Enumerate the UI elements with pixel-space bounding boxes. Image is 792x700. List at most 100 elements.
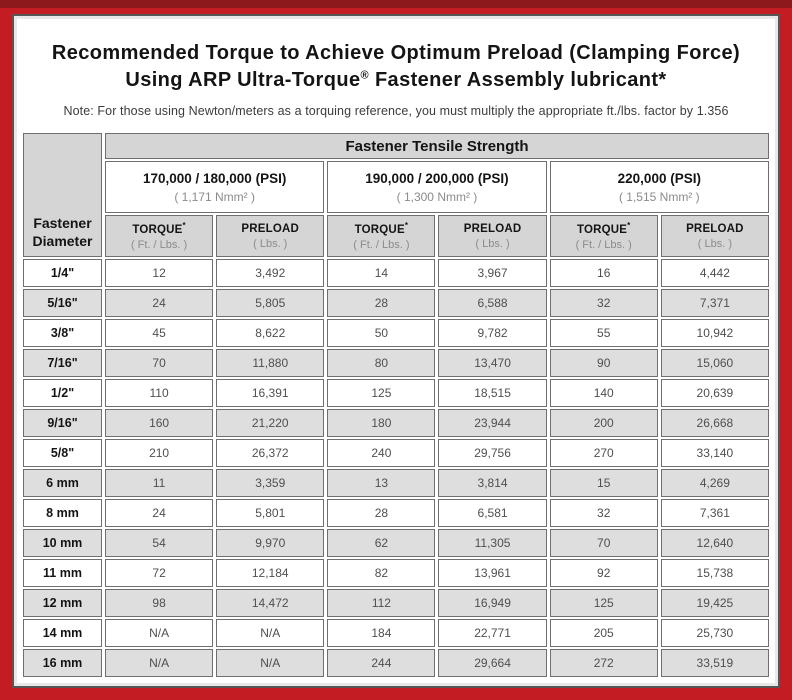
torque-cell: 12 — [105, 259, 214, 287]
preload-cell: 16,391 — [216, 379, 325, 407]
torque-column-header: TORQUE* ( Ft. / Lbs. ) — [105, 215, 214, 257]
torque-cell: 13 — [327, 469, 436, 497]
torque-cell: 125 — [549, 589, 658, 617]
diameter-cell: 7/16" — [23, 349, 102, 377]
preload-unit: ( Lbs. ) — [697, 237, 732, 250]
torque-unit: ( Ft. / Lbs. ) — [130, 238, 188, 251]
preload-cell: 25,730 — [660, 619, 769, 647]
preload-cell: 13,961 — [438, 559, 547, 587]
torque-cell: 90 — [549, 349, 658, 377]
table-body: 1/4" 12 3,492 14 3,967 16 4,442 5/16" 24 5,805 28 6… — [23, 259, 769, 677]
torque-cell: 184 — [327, 619, 436, 647]
torque-cell: 14 — [327, 259, 436, 287]
torque-cell: 80 — [327, 349, 436, 377]
torque-cell: 240 — [327, 439, 436, 467]
torque-cell: 180 — [327, 409, 436, 437]
preload-cell: 3,967 — [438, 259, 547, 287]
diameter-cell: 9/16" — [23, 409, 102, 437]
torque-cell: N/A — [105, 619, 214, 647]
torque-cell: 32 — [549, 499, 658, 527]
preload-cell: 33,140 — [660, 439, 769, 467]
preload-cell: N/A — [216, 649, 325, 677]
preload-cell: 5,801 — [216, 499, 325, 527]
preload-column-header: PRELOAD ( Lbs. ) — [216, 215, 325, 257]
preload-cell: 18,515 — [438, 379, 547, 407]
preload-cell: 21,220 — [216, 409, 325, 437]
preload-cell: 23,944 — [438, 409, 547, 437]
diameter-cell: 8 mm — [23, 499, 102, 527]
psi-group-190-200: 190,000 / 200,000 (PSI) ( 1,300 Nmm² ) — [327, 161, 547, 213]
torque-cell: 28 — [327, 289, 436, 317]
torque-cell: 72 — [105, 559, 214, 587]
top-dark-strip — [0, 0, 792, 8]
preload-label: PRELOAD — [241, 222, 300, 235]
preload-cell: 9,782 — [438, 319, 547, 347]
preload-cell: 5,805 — [216, 289, 325, 317]
preload-cell: 8,622 — [216, 319, 325, 347]
diameter-cell: 12 mm — [23, 589, 102, 617]
table-row: 11 mm 72 12,184 82 13,961 92 15,738 — [23, 559, 769, 587]
preload-cell: 7,371 — [660, 289, 769, 317]
table-row: 14 mm N/A N/A 184 22,771 205 25,730 — [23, 619, 769, 647]
preload-cell: 26,372 — [216, 439, 325, 467]
torque-cell: 160 — [105, 409, 214, 437]
psi-group-170-180: 170,000 / 180,000 (PSI) ( 1,171 Nmm² ) — [105, 161, 325, 213]
content-panel: Recommended Torque to Achieve Optimum Pr… — [12, 14, 780, 688]
table-row: 3/8" 45 8,622 50 9,782 55 10,942 — [23, 319, 769, 347]
table-header: Fastener Diameter Fastener Tensile Streng… — [23, 133, 769, 257]
diameter-cell: 16 mm — [23, 649, 102, 677]
preload-cell: 11,880 — [216, 349, 325, 377]
torque-cell: 272 — [549, 649, 658, 677]
preload-label: PRELOAD — [686, 222, 744, 235]
torque-cell: 24 — [105, 289, 214, 317]
torque-cell: 140 — [549, 379, 658, 407]
fastener-diameter-header: Fastener Diameter — [23, 133, 102, 257]
diameter-cell: 1/2" — [23, 379, 102, 407]
diameter-cell: 10 mm — [23, 529, 102, 557]
preload-cell: 16,949 — [438, 589, 547, 617]
preload-cell: 29,756 — [438, 439, 547, 467]
psi-value: 190,000 / 200,000 (PSI) — [365, 170, 509, 186]
title-line-2: Using ARP Ultra-Torque® Fastener Assembl… — [125, 69, 667, 91]
torque-cell: 98 — [105, 589, 214, 617]
diameter-cell: 5/8" — [23, 439, 102, 467]
preload-cell: 13,470 — [438, 349, 547, 377]
torque-unit: ( Ft. / Lbs. ) — [353, 238, 410, 251]
preload-cell: 3,492 — [216, 259, 325, 287]
torque-cell: 54 — [105, 529, 214, 557]
torque-table: Fastener Diameter Fastener Tensile Streng… — [20, 131, 772, 679]
torque-cell: 270 — [549, 439, 658, 467]
preload-cell: 3,814 — [438, 469, 547, 497]
table-row: 12 mm 98 14,472 112 16,949 125 19,425 — [23, 589, 769, 617]
torque-cell: 210 — [105, 439, 214, 467]
torque-cell: 11 — [105, 469, 214, 497]
torque-cell: 112 — [327, 589, 436, 617]
torque-cell: 110 — [105, 379, 214, 407]
preload-cell: 10,942 — [660, 319, 769, 347]
table-row: 8 mm 24 5,801 28 6,581 32 7,361 — [23, 499, 769, 527]
preload-cell: 11,305 — [438, 529, 547, 557]
psi-header-row: 170,000 / 180,000 (PSI) ( 1,171 Nmm² ) 1… — [23, 161, 769, 213]
nmm-value: ( 1,171 Nmm² ) — [174, 189, 255, 204]
torque-cell: 205 — [549, 619, 658, 647]
table-row: 6 mm 11 3,359 13 3,814 15 4,269 — [23, 469, 769, 497]
preload-cell: 19,425 — [660, 589, 769, 617]
preload-unit: ( Lbs. ) — [253, 237, 288, 250]
torque-cell: 55 — [549, 319, 658, 347]
unit-header-row: TORQUE* ( Ft. / Lbs. ) PRELOAD ( Lbs. ) … — [23, 215, 769, 257]
torque-column-header: TORQUE* ( Ft. / Lbs. ) — [549, 215, 658, 257]
torque-cell: 16 — [549, 259, 658, 287]
preload-cell: 15,060 — [660, 349, 769, 377]
table-row: 7/16" 70 11,880 80 13,470 90 15,060 — [23, 349, 769, 377]
preload-cell: 12,184 — [216, 559, 325, 587]
tensile-header-row: Fastener Diameter Fastener Tensile Streng… — [23, 133, 769, 257]
diameter-cell: 11 mm — [23, 559, 102, 587]
preload-cell: 4,269 — [660, 469, 769, 497]
preload-column-header: PRELOAD ( Lbs. ) — [438, 215, 547, 257]
preload-cell: 3,359 — [216, 469, 325, 497]
torque-cell: 70 — [549, 529, 658, 557]
torque-cell: 244 — [327, 649, 436, 677]
preload-cell: N/A — [216, 619, 325, 647]
preload-cell: 22,771 — [438, 619, 547, 647]
preload-cell: 6,588 — [438, 289, 547, 317]
